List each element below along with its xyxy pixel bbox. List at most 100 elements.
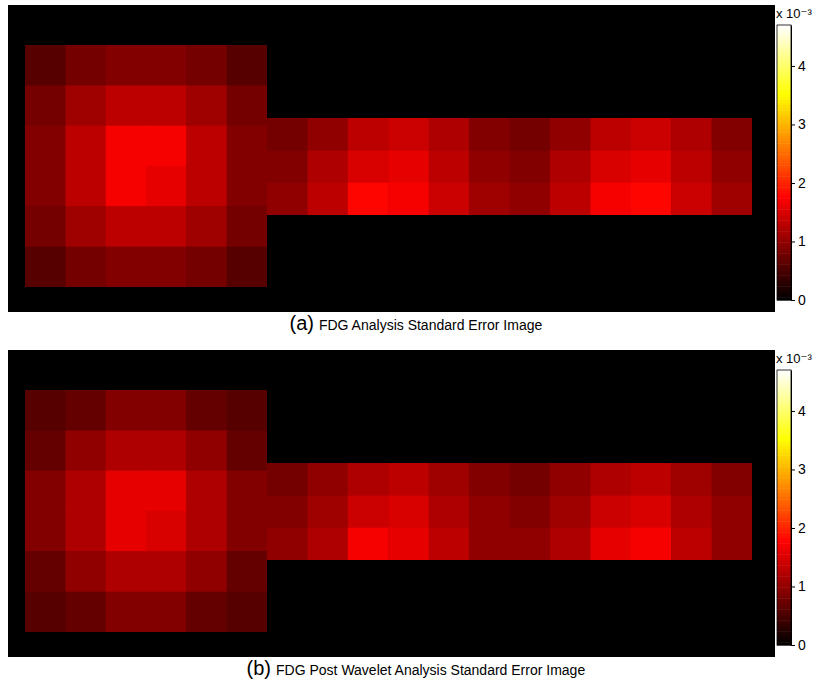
heatmap-cell [65, 85, 106, 126]
heatmap-region [25, 45, 267, 287]
heatmap-cell [590, 528, 631, 560]
heatmap-cell [186, 206, 227, 247]
colorbar-tick: 1 [791, 578, 806, 594]
heatmap-cell [186, 85, 227, 126]
heatmap-cell [106, 166, 147, 207]
tick-label: 4 [798, 58, 806, 74]
colorbar: 01234x 10⁻³ [776, 6, 812, 308]
heatmap-cell [186, 430, 227, 471]
heatmap-cell [106, 126, 147, 167]
heatmap-cell [65, 471, 106, 512]
heatmap-cell [388, 150, 429, 183]
heatmap-cell [146, 511, 187, 552]
heatmap-cell [550, 495, 591, 528]
heatmap-cell [25, 551, 66, 592]
tick-mark [791, 241, 795, 242]
tick-label: 1 [798, 578, 806, 594]
colorbar-label: x 10⁻³ [776, 351, 812, 366]
colorbar-tick: 3 [791, 461, 806, 477]
heatmap-cell [469, 528, 510, 560]
heatmap-cell [631, 495, 672, 528]
tick-label: 1 [798, 233, 806, 249]
colorbar-swatch [777, 370, 791, 373]
figure: 01234x 10⁻³(a)FDG Analysis Standard Erro… [0, 0, 832, 690]
heatmap-cell [590, 183, 631, 215]
colorbar-tick: 2 [791, 175, 806, 191]
heatmap-cell [348, 118, 389, 151]
heatmap-region [267, 463, 752, 560]
heatmap-cell [510, 183, 551, 215]
tick-label: 2 [798, 175, 806, 191]
heatmap-cell [469, 150, 510, 183]
heatmap-cell [65, 126, 106, 167]
heatmap-cell [429, 150, 470, 183]
heatmap-cell [25, 206, 66, 247]
heatmap-cell [146, 206, 187, 247]
colorbar-tick: 0 [791, 292, 806, 308]
heatmap-cell [348, 495, 389, 528]
heatmap-region [25, 390, 267, 632]
heatmap-cell [106, 247, 147, 287]
heatmap-cell [671, 495, 712, 528]
image-ground [8, 5, 775, 312]
colorbar: 01234x 10⁻³ [776, 351, 812, 653]
tick-label: 0 [798, 637, 806, 653]
heatmap-cell [267, 150, 308, 183]
heatmap-cell [227, 430, 267, 471]
colorbar-tick: 3 [791, 116, 806, 132]
heatmap-cell [25, 430, 66, 471]
heatmap-cell [307, 150, 348, 183]
heatmap-cell [510, 118, 551, 151]
heatmap-cell [267, 528, 308, 560]
tick-label: 2 [798, 520, 806, 536]
heatmap-cell [25, 166, 66, 207]
heatmap-cell [65, 592, 106, 632]
heatmap-cell [631, 183, 672, 215]
heatmap-cell [631, 528, 672, 560]
heatmap-cell [106, 85, 147, 126]
heatmap-cell [25, 592, 66, 632]
heatmap-region [267, 118, 752, 215]
heatmap-cell [227, 85, 267, 126]
heatmap-cell [631, 118, 672, 151]
heatmap-cell [429, 495, 470, 528]
tick-mark [791, 66, 795, 67]
heatmap-cell [186, 166, 227, 207]
colorbar-axis: 01234 [791, 371, 806, 653]
heatmap-cell [146, 247, 187, 287]
heatmap-cell [388, 183, 429, 215]
heatmap-cell [348, 150, 389, 183]
heatmap-cell [429, 528, 470, 560]
heatmap-cell [671, 528, 712, 560]
heatmap-cell [106, 511, 147, 552]
heatmap-cell [106, 592, 147, 632]
heatmap-cell [65, 206, 106, 247]
heatmap-cell [550, 528, 591, 560]
heatmap-cell [712, 150, 752, 183]
heatmap-cell [65, 247, 106, 287]
heatmap-cell [227, 592, 267, 632]
heatmap-cell [712, 183, 752, 215]
heatmap-cell [267, 463, 308, 496]
heatmap-cell [429, 118, 470, 151]
heatmap-cell [267, 495, 308, 528]
heatmap-cell [227, 551, 267, 592]
heatmap-cell [25, 85, 66, 126]
tick-mark [791, 300, 795, 301]
colorbar-tick: 4 [791, 58, 806, 74]
colorbar-frame [777, 370, 791, 645]
heatmap-cell [590, 463, 631, 496]
heatmap-cell [510, 528, 551, 560]
heatmap-cell [307, 463, 348, 496]
caption: FDG Post Wavelet Analysis Standard Error… [276, 662, 585, 678]
tick-mark [791, 124, 795, 125]
heatmap-cell [65, 551, 106, 592]
colorbar-axis: 0 1 2 3 4 [791, 26, 806, 308]
heatmap-cell [631, 463, 672, 496]
tick-mark [791, 469, 795, 470]
heatmap-cell [590, 118, 631, 151]
heatmap-cell [429, 463, 470, 496]
heatmap-cell [25, 390, 66, 431]
heatmap-cell [146, 126, 187, 167]
colorbar-swatch [777, 25, 791, 28]
